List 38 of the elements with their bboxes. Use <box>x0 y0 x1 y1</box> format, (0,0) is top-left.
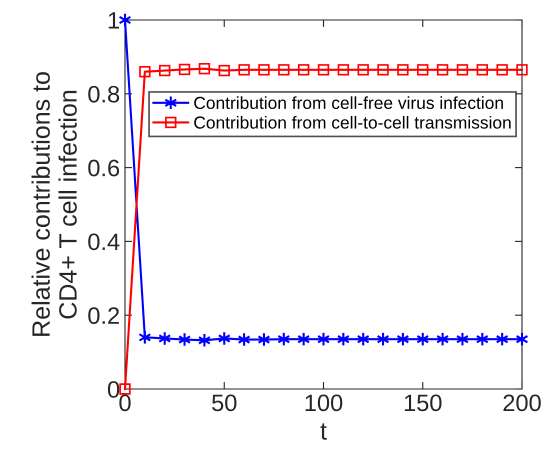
point <box>436 64 448 76</box>
point <box>358 64 369 76</box>
point <box>516 64 528 76</box>
x-tick-label: 100 <box>306 394 342 412</box>
point <box>178 64 190 76</box>
point <box>118 12 132 28</box>
point <box>338 64 350 76</box>
y-tick-label: 0 <box>108 381 120 398</box>
point <box>139 66 151 78</box>
point <box>198 63 210 74</box>
x-axis-title: t <box>320 423 327 440</box>
legend-label: Contribution from cell-to-cell transmission <box>194 116 511 129</box>
point <box>278 64 290 76</box>
point <box>318 64 330 76</box>
y-tick-label: 0.2 <box>88 307 119 324</box>
point <box>456 64 468 76</box>
point <box>159 64 170 76</box>
y-axis-title: Relative contributions to CD4+ T cell infection <box>32 72 77 336</box>
y-tick-label: 0.6 <box>88 160 120 176</box>
point <box>377 64 389 76</box>
x-tick-label: 200 <box>503 394 541 412</box>
point <box>417 64 428 76</box>
point <box>298 64 310 76</box>
point <box>218 64 230 76</box>
y-tick-label: 0.8 <box>88 86 120 103</box>
y-tick-label: 0.4 <box>88 233 120 250</box>
point <box>397 64 409 76</box>
point <box>218 331 231 346</box>
x-tick-label: 0 <box>119 394 131 412</box>
point <box>416 332 430 346</box>
point <box>496 64 508 76</box>
point <box>238 64 250 76</box>
y-tick-label: 1 <box>108 12 119 29</box>
x-tick-label: 50 <box>212 394 236 412</box>
legend-label: Contribution from cell-free virus infection <box>194 96 503 110</box>
point <box>258 64 270 76</box>
point <box>476 64 488 76</box>
x-tick-label: 150 <box>404 394 442 412</box>
